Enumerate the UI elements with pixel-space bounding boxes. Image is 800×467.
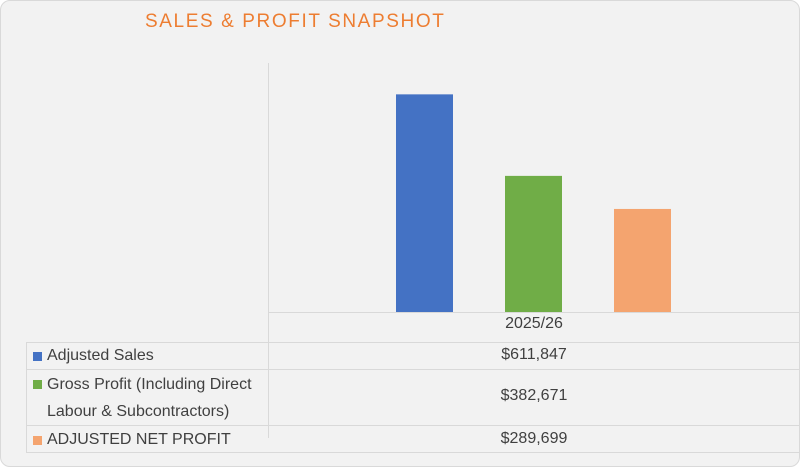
legend-swatch [33,351,42,361]
value-adjusted-sales: $611,847 [501,346,567,363]
bar-adjusted-sales [396,94,453,312]
legend-label: Adjusted Sales [47,347,154,364]
bar-net-profit [614,208,671,312]
bar-gross-profit [505,175,562,312]
category-label: 2025/26 [505,315,563,332]
legend-row-gross-profit [33,374,47,394]
value-gross-profit: $382,671 [500,387,568,404]
legend-label: Gross Profit (Including Direct Labour & … [47,376,252,420]
legend-label: ADJUSTED NET PROFIT [47,431,231,448]
chart-title: SALES & PROFIT SNAPSHOT [145,11,446,32]
legend-swatch [33,435,42,445]
value-net-profit: $289,699 [500,430,568,447]
legend-row-adjusted-sales: Adjusted Sales [33,346,154,366]
legend-row-net-profit: ADJUSTED NET PROFIT [33,430,231,450]
legend-swatch [33,379,42,389]
